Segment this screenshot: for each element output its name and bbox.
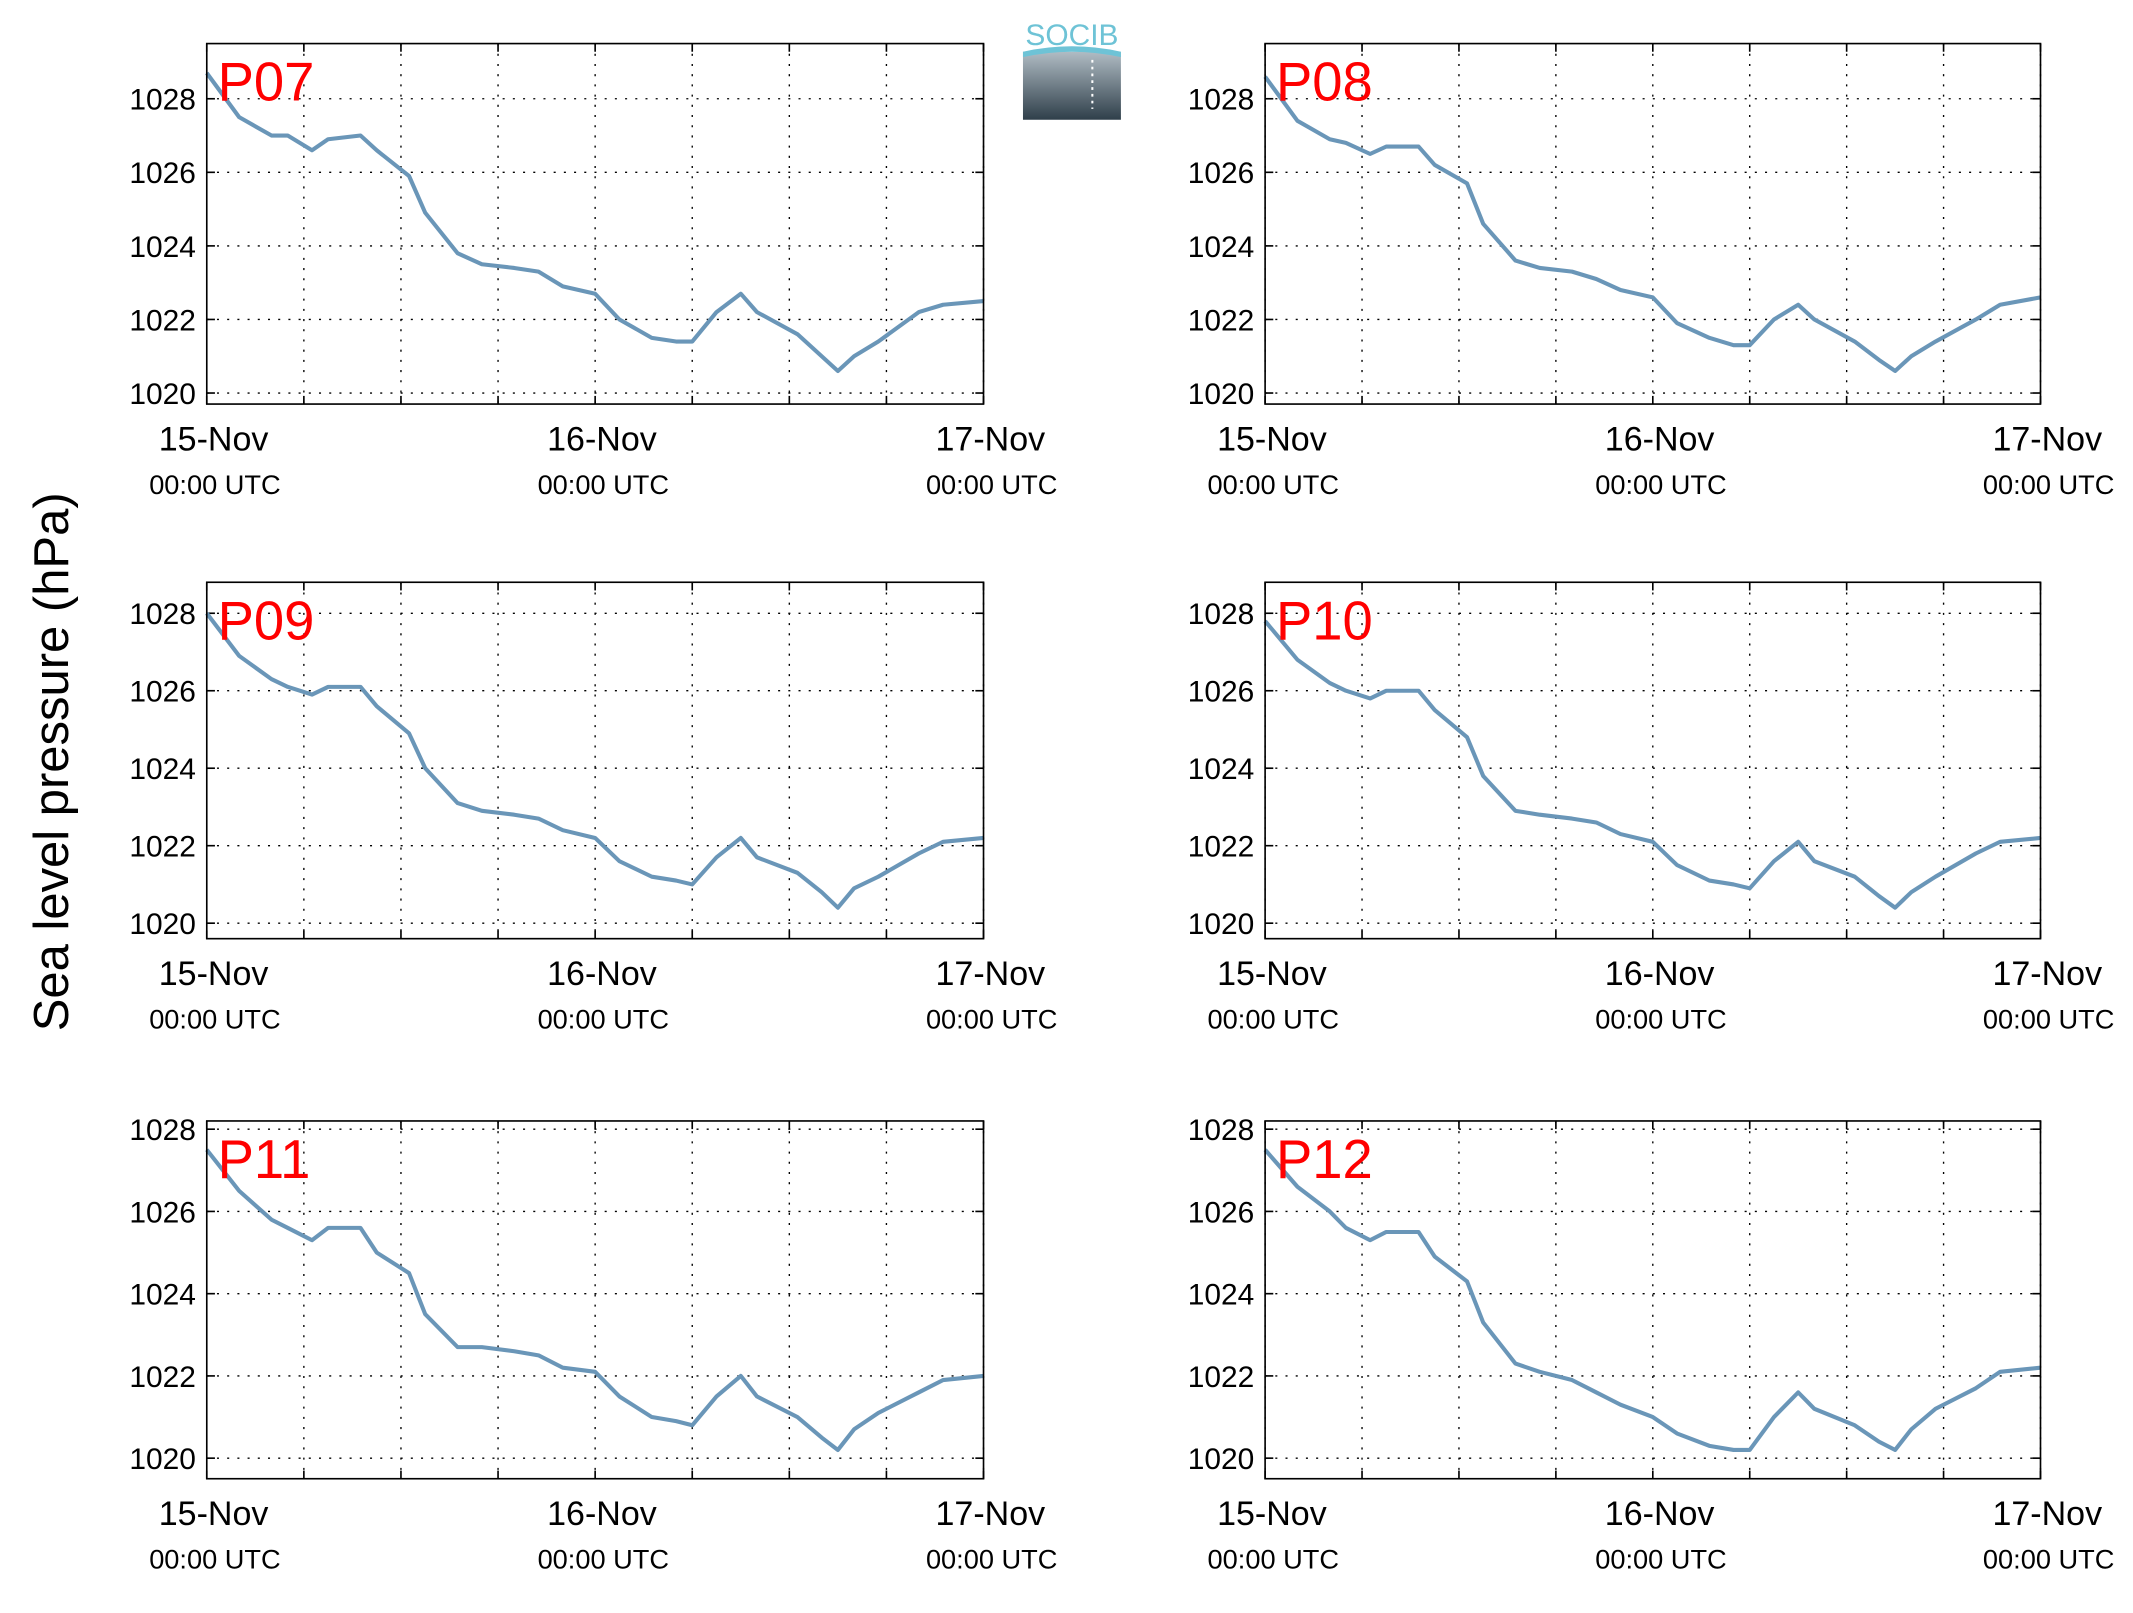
y-tick-label: 1028 — [129, 1114, 196, 1147]
subplot: 1020 1022 1024 1026 1028 15-Nov 00:00 UTC 16-No… — [129, 581, 1057, 1034]
x-tick-time: 00:00 UTC — [1208, 1003, 1339, 1034]
y-tick-label: 1022 — [1188, 831, 1255, 864]
y-tick-label: 1020 — [1188, 1443, 1255, 1476]
y-tick-label: 1020 — [1188, 908, 1255, 941]
subplot: 1020 1022 1024 1026 1028 15-Nov 00:00 UTC 16-No… — [1188, 1114, 2115, 1574]
x-tick-label: 17-Nov — [936, 420, 1046, 458]
x-tick-time: 00:00 UTC — [926, 1003, 1057, 1034]
logo-block — [1022, 51, 1121, 120]
data-line — [205, 612, 984, 910]
y-tick-label: 1022 — [1188, 304, 1255, 337]
y-tick-label: 1020 — [129, 378, 196, 411]
data-line — [205, 1148, 984, 1452]
y-tick-label: 1020 — [129, 908, 196, 941]
x-tick-time: 00:00 UTC — [149, 1003, 280, 1034]
subplot-title: P09 — [218, 590, 315, 651]
plot-frame — [1264, 581, 2042, 940]
plot-frame — [205, 581, 985, 940]
x-tick-time: 00:00 UTC — [926, 469, 1057, 500]
y-tick-label: 1024 — [129, 231, 196, 264]
subplot: 1020 1022 1024 1026 1028 15-Nov 00:00 UTC 16-No… — [129, 42, 1057, 500]
y-tick-label: 1028 — [129, 84, 196, 117]
plot-frame — [1264, 1120, 2042, 1480]
x-tick-label: 15-Nov — [1217, 955, 1327, 993]
y-tick-label: 1026 — [1188, 676, 1255, 709]
subplot-title: P12 — [1276, 1129, 1373, 1190]
x-tick-time: 00:00 UTC — [1595, 1544, 1726, 1575]
y-tick-label: 1024 — [1188, 753, 1255, 786]
x-tick-label: 16-Nov — [547, 1495, 657, 1533]
x-tick-time: 00:00 UTC — [926, 1544, 1057, 1575]
x-tick-time: 00:00 UTC — [538, 469, 669, 500]
x-tick-label: 16-Nov — [547, 955, 657, 993]
y-tick-label: 1020 — [129, 1443, 196, 1476]
x-tick-time: 00:00 UTC — [1595, 469, 1726, 500]
y-tick-label: 1024 — [1188, 1279, 1255, 1312]
y-tick-label: 1024 — [1188, 231, 1255, 264]
y-tick-label: 1028 — [1188, 84, 1255, 117]
x-tick-label: 17-Nov — [1992, 1495, 2102, 1533]
x-tick-time: 00:00 UTC — [1595, 1003, 1726, 1034]
x-tick-label: 15-Nov — [159, 420, 269, 458]
y-tick-label: 1020 — [1188, 378, 1255, 411]
data-line — [1263, 619, 2041, 910]
x-tick-time: 00:00 UTC — [149, 469, 280, 500]
subplot: 1020 1022 1024 1026 1028 15-Nov 00:00 UTC 16-No… — [1188, 581, 2114, 1034]
plot-frame — [205, 1120, 985, 1480]
y-tick-label: 1024 — [129, 753, 196, 786]
subplot: 1020 1022 1024 1026 1028 15-Nov 00:00 UTC 16-No… — [1188, 42, 2114, 500]
y-tick-label: 1022 — [129, 1361, 196, 1394]
x-tick-label: 17-Nov — [936, 1495, 1046, 1533]
x-tick-label: 15-Nov — [1217, 1495, 1327, 1533]
x-tick-label: 16-Nov — [1605, 1495, 1715, 1533]
data-line — [1263, 1148, 2041, 1452]
y-axis-label: Sea level pressure (hPa) — [25, 492, 79, 1031]
x-tick-label: 16-Nov — [1605, 955, 1715, 993]
x-tick-time: 00:00 UTC — [1208, 469, 1339, 500]
logo-text: SOCIB — [1025, 19, 1118, 52]
logo: SOCIB — [1022, 19, 1121, 120]
x-tick-label: 15-Nov — [159, 1495, 269, 1533]
x-tick-label: 17-Nov — [936, 955, 1046, 993]
x-tick-time: 00:00 UTC — [538, 1003, 669, 1034]
y-tick-label: 1026 — [129, 1196, 196, 1229]
subplot-title: P11 — [218, 1129, 311, 1190]
data-line — [205, 71, 984, 373]
y-tick-label: 1028 — [1188, 598, 1255, 631]
x-tick-label: 15-Nov — [159, 955, 269, 993]
plot-frame — [1264, 42, 2042, 405]
x-tick-label: 15-Nov — [1217, 420, 1327, 458]
subplot-title: P10 — [1276, 590, 1373, 651]
y-tick-label: 1022 — [129, 304, 196, 337]
subplot: 1020 1022 1024 1026 1028 15-Nov 00:00 UTC 16-No… — [129, 1114, 1057, 1574]
x-tick-time: 00:00 UTC — [1983, 1544, 2114, 1575]
y-tick-label: 1024 — [129, 1279, 196, 1312]
y-tick-label: 1026 — [129, 157, 196, 190]
y-tick-label: 1028 — [1188, 1114, 1255, 1147]
y-tick-label: 1022 — [129, 831, 196, 864]
y-tick-label: 1028 — [129, 598, 196, 631]
x-tick-time: 00:00 UTC — [1208, 1544, 1339, 1575]
y-tick-label: 1022 — [1188, 1361, 1255, 1394]
y-tick-label: 1026 — [1188, 157, 1255, 190]
data-line — [1263, 75, 2041, 373]
y-tick-label: 1026 — [1188, 1196, 1255, 1229]
x-tick-time: 00:00 UTC — [1983, 469, 2114, 500]
logo-wave — [1022, 46, 1121, 58]
x-tick-time: 00:00 UTC — [538, 1544, 669, 1575]
subplot-title: P08 — [1276, 52, 1373, 113]
x-tick-time: 00:00 UTC — [1983, 1003, 2114, 1034]
x-tick-label: 16-Nov — [547, 420, 657, 458]
subplot-title: P07 — [218, 52, 315, 113]
y-tick-label: 1026 — [129, 676, 196, 709]
x-tick-label: 16-Nov — [1605, 420, 1715, 458]
x-tick-label: 17-Nov — [1992, 955, 2102, 993]
x-tick-time: 00:00 UTC — [149, 1544, 280, 1575]
x-tick-label: 17-Nov — [1992, 420, 2102, 458]
plot-frame — [205, 42, 985, 405]
